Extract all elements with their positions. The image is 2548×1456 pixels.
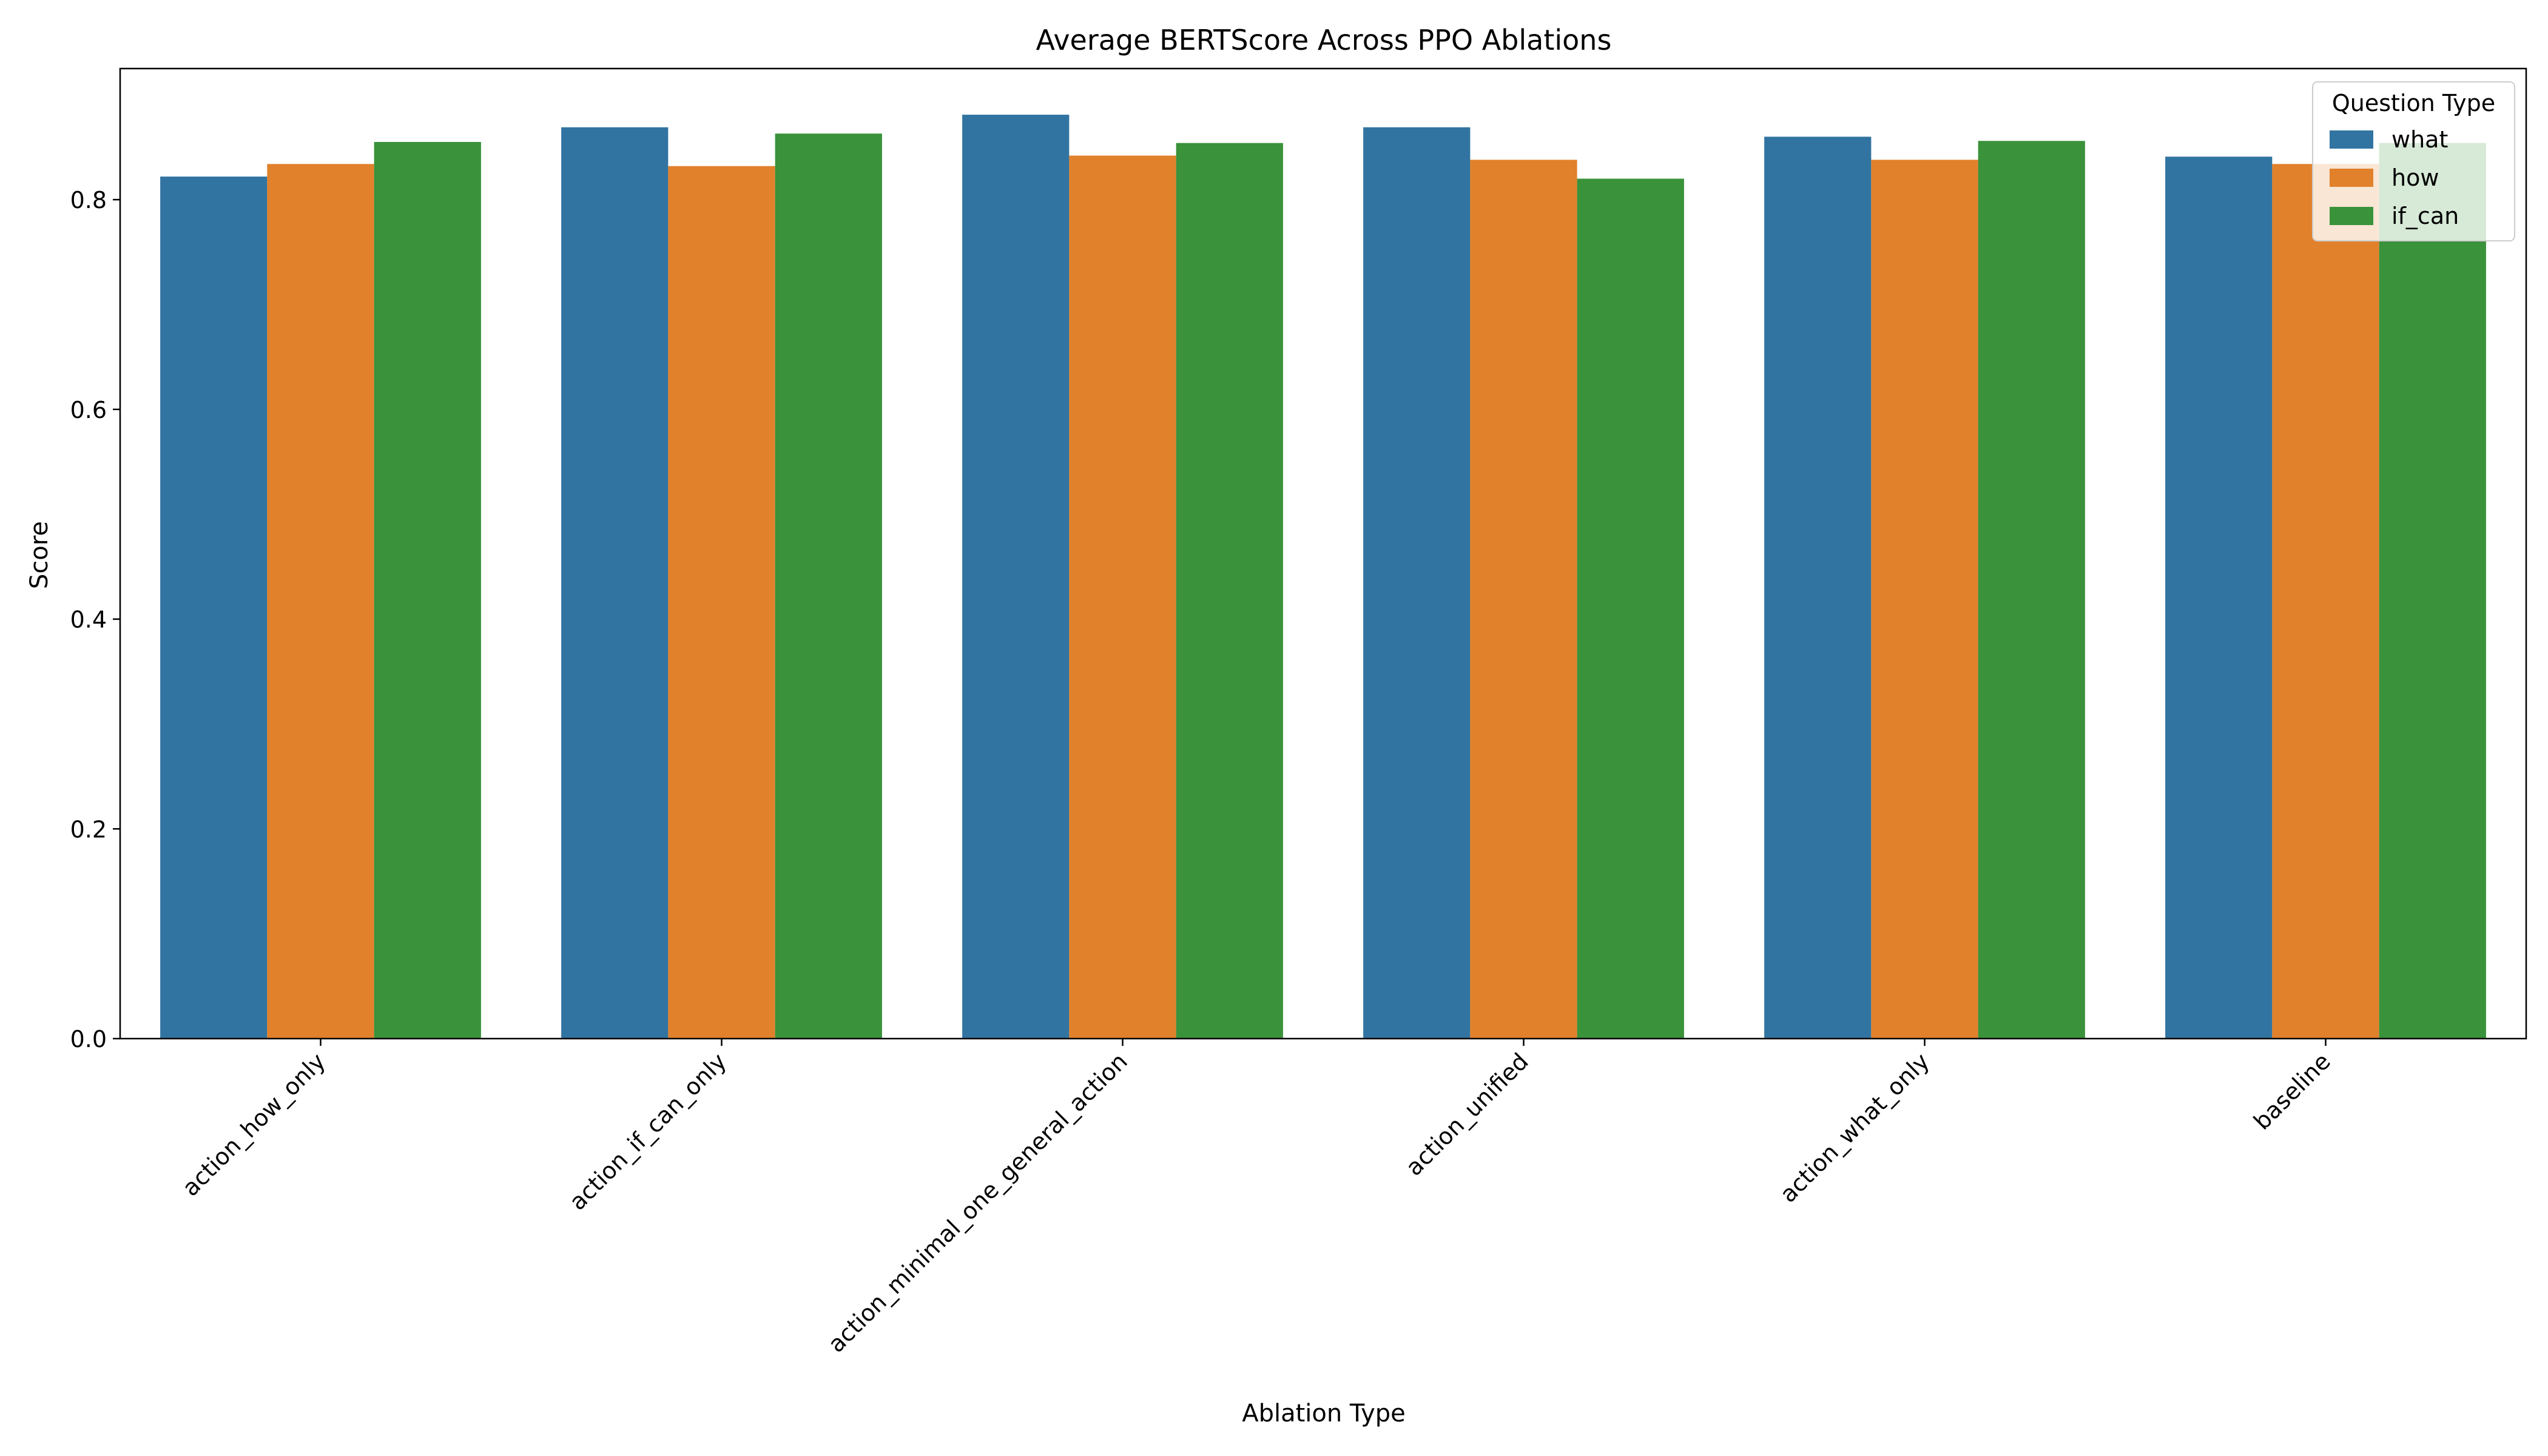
legend-label-if_can: if_can <box>2391 203 2459 229</box>
bar-if_can-action_how_only <box>374 142 481 1039</box>
legend: Question Type what how if_can <box>2312 81 2515 241</box>
x-axis-label: Ablation Type <box>1242 1400 1406 1427</box>
bar-what-action_unified <box>1363 127 1471 1039</box>
x-tick-label: action_minimal_one_general_action <box>823 1048 1133 1358</box>
y-tick-label: 0.6 <box>70 397 107 423</box>
bar-what-action_if_can_only <box>561 127 669 1039</box>
plot-frame <box>119 67 2527 1040</box>
x-tick-label: action_unified <box>1401 1048 1534 1181</box>
x-tick-label: action_how_only <box>177 1048 331 1201</box>
legend-swatch-what <box>2330 130 2373 149</box>
bar-how-action_if_can_only <box>668 166 775 1039</box>
x-tick-label: action_if_can_only <box>564 1048 732 1215</box>
bar-how-action_minimal_one_general_action <box>1069 155 1176 1039</box>
legend-title: Question Type <box>2332 90 2495 116</box>
y-tick-label: 0.2 <box>70 816 107 843</box>
bar-if_can-baseline <box>2379 143 2486 1039</box>
bar-what-action_what_only <box>1764 136 1872 1039</box>
bar-how-baseline <box>2272 164 2379 1039</box>
bar-how-action_how_only <box>267 164 374 1039</box>
x-tick-label: baseline <box>2248 1048 2336 1135</box>
bar-if_can-action_minimal_one_general_action <box>1176 143 1283 1039</box>
legend-label-what: what <box>2391 126 2448 153</box>
bar-if_can-action_what_only <box>1978 141 2085 1039</box>
legend-swatch-how <box>2330 169 2373 187</box>
legend-swatch-if_can <box>2330 207 2373 225</box>
y-tick-label: 0.8 <box>70 187 107 214</box>
x-tick-label: action_what_only <box>1774 1048 1935 1208</box>
bar-what-action_how_only <box>160 177 268 1039</box>
bar-what-baseline <box>2165 157 2273 1039</box>
legend-box <box>2312 81 2515 241</box>
bar-what-action_minimal_one_general_action <box>962 115 1070 1039</box>
legend-label-how: how <box>2391 164 2439 191</box>
bar-if_can-action_unified <box>1577 178 1684 1039</box>
bar-how-action_what_only <box>1871 160 1978 1039</box>
bars-layer <box>160 115 2486 1039</box>
bar-how-action_unified <box>1470 160 1577 1039</box>
y-tick-label: 0.4 <box>70 607 107 633</box>
chart-title: Average BERTScore Across PPO Ablations <box>1036 24 1612 56</box>
y-tick-label: 0.0 <box>70 1026 107 1053</box>
bar-if_can-action_if_can_only <box>775 133 882 1039</box>
y-axis-label: Score <box>25 521 53 589</box>
